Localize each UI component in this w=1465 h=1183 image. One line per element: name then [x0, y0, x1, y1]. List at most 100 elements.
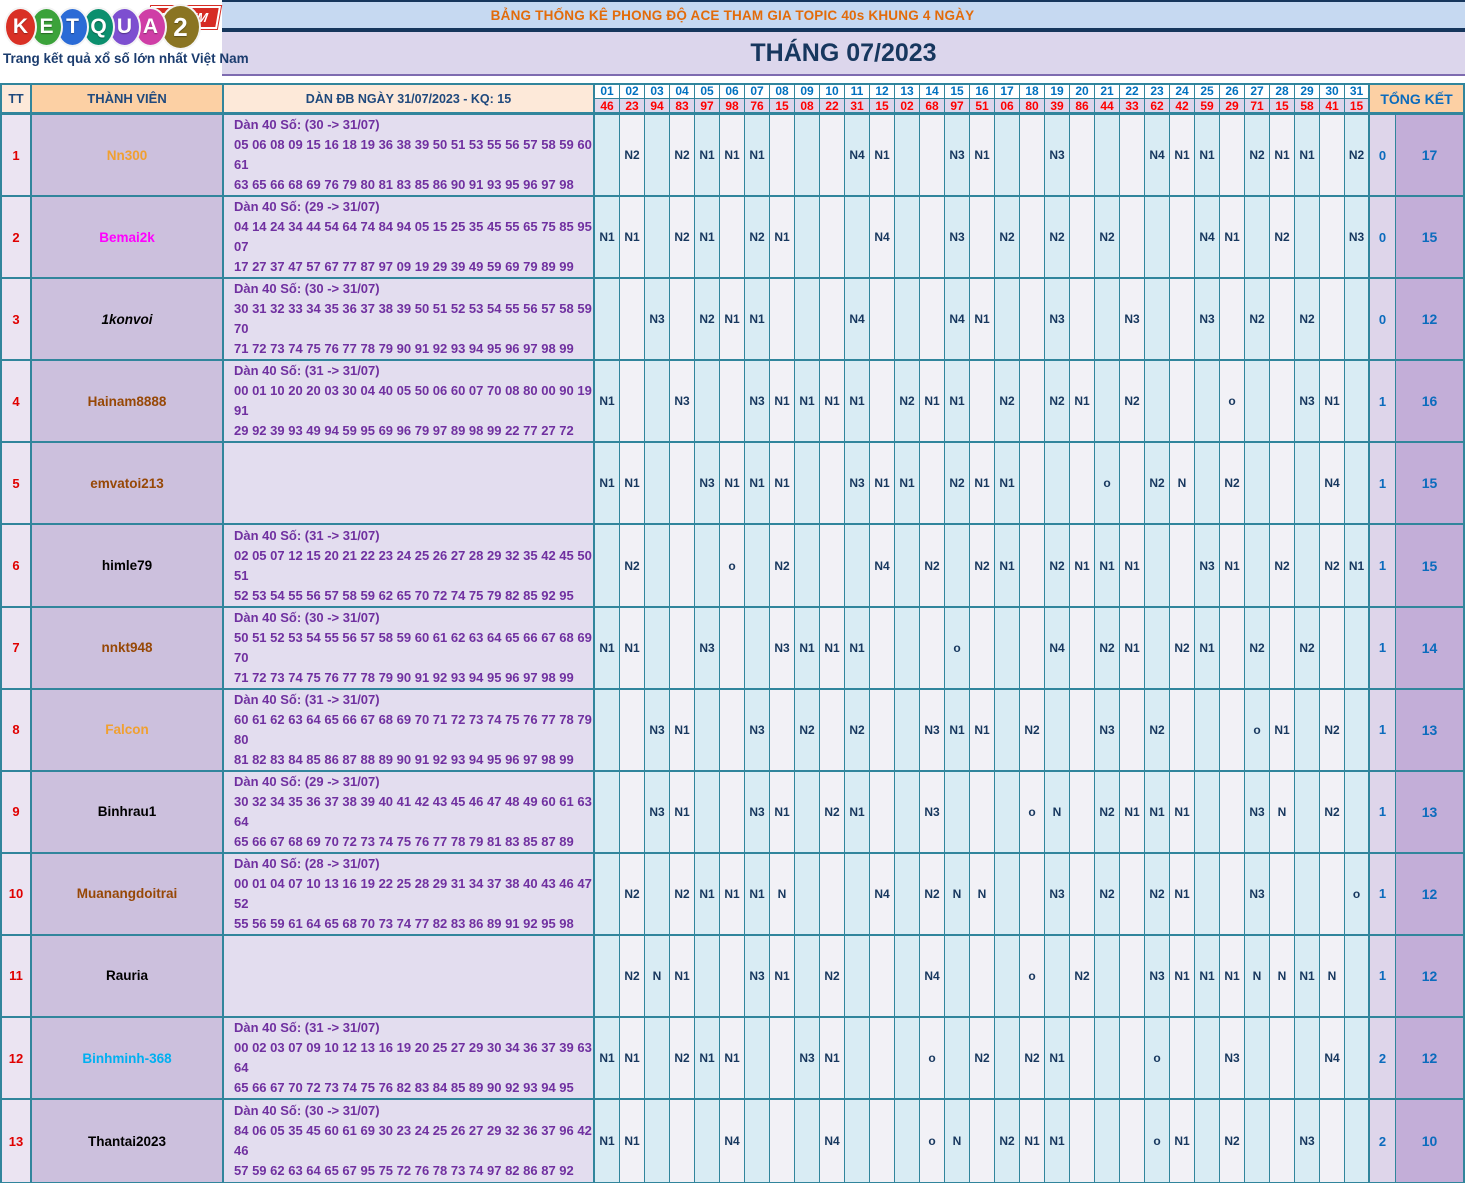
mark-cell: [720, 361, 745, 442]
mark-cell: N2: [920, 853, 945, 934]
mark-cell: [745, 1100, 770, 1183]
mark-cell: N4: [845, 115, 870, 196]
dan-line2: 63 65 66 68 69 76 79 80 81 83 85 86 90 9…: [234, 177, 574, 193]
mark-cell: [1120, 443, 1145, 524]
mark-cell: [895, 607, 920, 688]
day-result: 31: [845, 98, 869, 112]
tongket-sub: 1: [1370, 607, 1396, 688]
dan-cell: Dàn 40 Số: (30 -> 31/07) 84 06 05 35 45 6…: [224, 1100, 595, 1183]
mark-cell: [620, 279, 645, 360]
mark-cell: N4: [1320, 443, 1345, 524]
table-row: 1 Nn300 Dàn 40 Số: (30 -> 31/07) 05 06 08 0…: [2, 115, 1463, 198]
mark-cell: N: [1245, 935, 1270, 1017]
mark-cell: [1070, 115, 1095, 196]
day-header-col: 06 98: [720, 85, 745, 112]
mark-cell: [1145, 607, 1170, 688]
mark-cell: N1: [620, 197, 645, 278]
mark-cell: [770, 115, 795, 196]
mark-cell: [645, 197, 670, 278]
dan-cell: [224, 443, 595, 524]
mark-cell: N2: [970, 525, 995, 606]
day-number: 20: [1070, 85, 1094, 99]
mark-cell: [1345, 771, 1370, 852]
table-row: 11 Rauria N2 N N1 N3 N1 N2 N4 o N2 N3 N1 N1 N1 N N N1 N 1 12: [2, 935, 1463, 1019]
mark-cell: N1: [1070, 361, 1095, 442]
mark-cell: [870, 279, 895, 360]
member-name: Falcon: [32, 689, 224, 770]
mark-cell: [895, 197, 920, 278]
mark-cell: [995, 771, 1020, 852]
day-number: 01: [595, 85, 619, 99]
mark-cell: N4: [945, 279, 970, 360]
mark-cell: N2: [670, 1018, 695, 1099]
mark-cell: N1: [1295, 115, 1320, 196]
mark-cell: [920, 607, 945, 688]
mark-cell: N2: [620, 525, 645, 606]
mark-cell: [1270, 607, 1295, 688]
page-banner: BẢNG THỐNG KÊ PHONG ĐỘ ACE THAM GIA TOPI…: [0, 0, 1465, 32]
mark-cell: [1120, 197, 1145, 278]
mark-cell: [1345, 689, 1370, 770]
mark-cell: N1: [795, 607, 820, 688]
day-number: 18: [1020, 85, 1044, 99]
mark-cell: o: [920, 1018, 945, 1099]
mark-cell: N1: [770, 197, 795, 278]
day-result: 15: [1345, 98, 1368, 112]
mark-cell: N1: [1045, 1100, 1070, 1183]
mark-cell: N2: [1345, 115, 1370, 196]
mark-cell: [970, 197, 995, 278]
mark-cell: [770, 279, 795, 360]
mark-cell: N2: [995, 361, 1020, 442]
dan-line2: 52 53 54 55 56 57 58 59 62 65 70 72 74 7…: [234, 587, 574, 603]
day-number: 30: [1320, 85, 1344, 99]
mark-cell: N2: [1095, 853, 1120, 934]
tongket-sub: 1: [1370, 443, 1396, 524]
tongket-sub: 1: [1370, 935, 1396, 1017]
mark-cell: N2: [670, 197, 695, 278]
mark-cell: [1020, 197, 1045, 278]
table-row: 9 Binhrau1 Dàn 40 Số: (29 -> 31/07) 30 32 3…: [2, 771, 1463, 854]
mark-cell: N1: [720, 279, 745, 360]
mark-cell: N2: [895, 361, 920, 442]
mark-cell: [1195, 689, 1220, 770]
mark-cell: N1: [720, 1018, 745, 1099]
mark-cell: N3: [645, 279, 670, 360]
month-header: THÁNG 07/2023: [222, 32, 1465, 76]
dan-title: Dàn 40 Số: (30 -> 31/07): [234, 117, 380, 133]
mark-cell: N3: [745, 689, 770, 770]
mark-cell: [820, 525, 845, 606]
dan-title: Dàn 40 Số: (29 -> 31/07): [234, 773, 380, 789]
mark-cell: [970, 771, 995, 852]
mark-cell: [895, 525, 920, 606]
member-name: nnkt948: [32, 607, 224, 688]
mark-cell: [795, 525, 820, 606]
mark-cell: N: [1170, 443, 1195, 524]
day-header-col: 25 59: [1195, 85, 1220, 112]
mark-cell: [1070, 1100, 1095, 1183]
mark-cell: [1245, 197, 1270, 278]
dan-line1: 60 61 62 63 64 65 66 67 68 69 70 71 72 7…: [234, 711, 592, 747]
mark-cell: [1270, 1100, 1295, 1183]
mark-cell: [995, 279, 1020, 360]
header-member: THÀNH VIÊN: [32, 85, 224, 112]
mark-cell: N1: [1295, 935, 1320, 1017]
mark-cell: N1: [620, 607, 645, 688]
day-number: 15: [945, 85, 969, 99]
day-header-col: 02 23: [620, 85, 645, 112]
day-result: 80: [1020, 98, 1044, 112]
day-result: 33: [1120, 98, 1144, 112]
mark-cell: [645, 443, 670, 524]
mark-cell: N1: [720, 443, 745, 524]
mark-cell: [1070, 771, 1095, 852]
logo-letter: K: [4, 7, 37, 47]
mark-cell: o: [1145, 1018, 1170, 1099]
mark-cell: N3: [745, 771, 770, 852]
mark-cell: [1320, 853, 1345, 934]
day-header-col: 11 31: [845, 85, 870, 112]
mark-cell: [920, 115, 945, 196]
mark-cell: [870, 935, 895, 1017]
mark-cell: N4: [845, 279, 870, 360]
mark-cell: N4: [870, 197, 895, 278]
mark-cell: [1095, 935, 1120, 1017]
tongket-total: 15: [1396, 525, 1463, 606]
